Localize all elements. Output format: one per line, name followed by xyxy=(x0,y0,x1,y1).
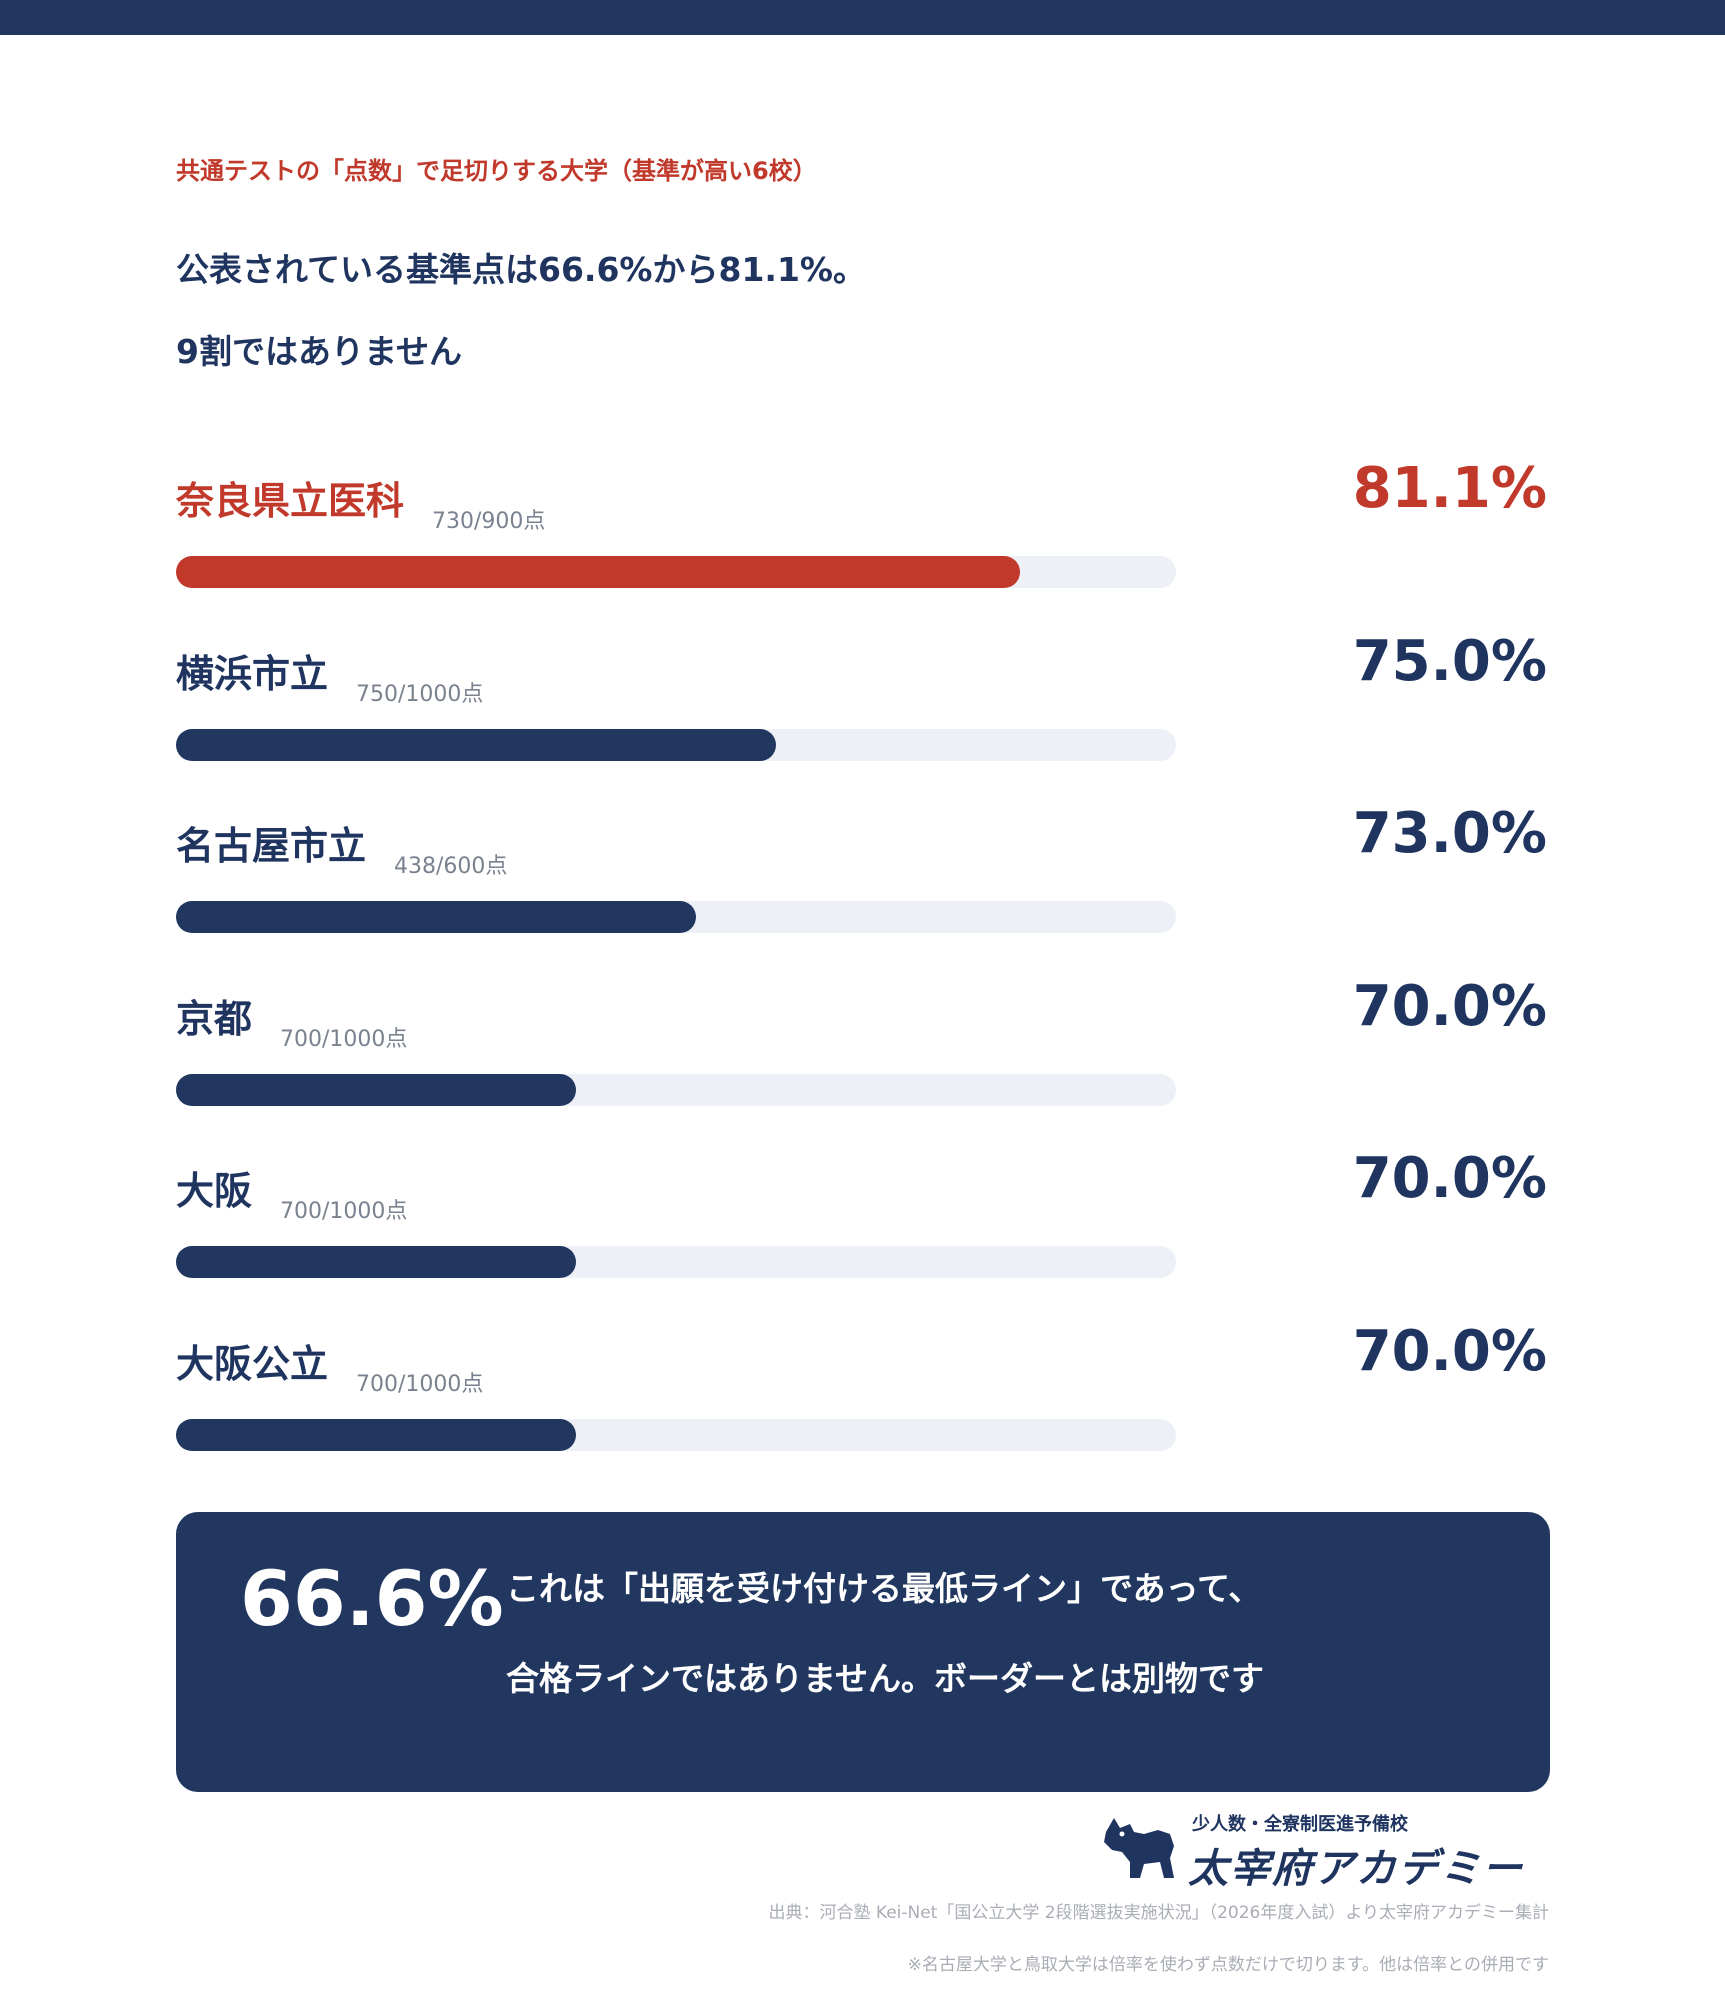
top-accent-bar xyxy=(0,0,1725,35)
chart-row: 横浜市立 750/1000点 75.0% xyxy=(0,629,1725,815)
bar-track xyxy=(176,1073,1176,1106)
score-label: 700/1000点 xyxy=(280,1026,408,1052)
source-note: 出典：河合塾 Kei-Net「国公立大学 2段階選抜実施状況」（2026年度入試… xyxy=(768,1903,1549,1923)
university-label: 横浜市立 750/1000点 xyxy=(176,643,483,707)
score-label: 730/900点 xyxy=(432,509,546,534)
brand-name: 太宰府アカデミー xyxy=(1188,1845,1524,1892)
callout-line-1: これは「出願を受け付ける最低ライン」であって、 xyxy=(506,1569,1262,1608)
footnote: ※名古屋大学と鳥取大学は倍率を使わず点数だけで切ります。他は倍率との併用です xyxy=(907,1955,1549,1975)
dog-logo-icon xyxy=(1104,1818,1174,1878)
university-label: 大阪公立 700/1000点 xyxy=(176,1333,483,1397)
callout-value: 66.6% xyxy=(240,1554,504,1643)
category-label: 奈良県立医科 xyxy=(176,479,405,523)
category-label: 大阪公立 xyxy=(176,1341,329,1386)
category-label: 大阪 xyxy=(176,1169,253,1213)
university-label: 奈良県立医科 730/900点 xyxy=(176,470,545,534)
score-label: 700/1000点 xyxy=(356,1371,484,1397)
chart-row: 名古屋市立 438/600点 73.0% xyxy=(0,801,1725,987)
value-label: 70.0% xyxy=(1352,1318,1547,1384)
bar-track xyxy=(176,728,1176,761)
bar-track xyxy=(176,1246,1176,1278)
chart-row: 大阪 700/1000点 70.0% xyxy=(0,1146,1725,1332)
bar xyxy=(176,1246,576,1278)
bar-track xyxy=(176,901,1176,933)
bar xyxy=(176,556,1020,588)
chart-row: 大阪公立 700/1000点 70.0% xyxy=(0,1319,1725,1505)
bar xyxy=(176,1418,576,1451)
lead-line-1: 公表されている基準点は66.6%から81.1%。 xyxy=(176,250,866,289)
category-label: 京都 xyxy=(176,996,253,1041)
score-label: 750/1000点 xyxy=(356,681,484,707)
brand-tagline: 少人数・全寮制医進予備校 xyxy=(1192,1814,1408,1835)
bar xyxy=(176,728,776,761)
callout-box: 66.6% これは「出願を受け付ける最低ライン」であって、 合格ラインではありま… xyxy=(176,1512,1550,1792)
bar xyxy=(176,901,696,933)
score-label: 438/600点 xyxy=(394,854,508,879)
bar-track xyxy=(176,1418,1176,1451)
chart-kicker: 共通テストの「点数」で足切りする大学（基準が高い6校） xyxy=(176,157,817,185)
chart-row: 奈良県立医科 730/900点 81.1% xyxy=(0,456,1725,642)
value-label: 70.0% xyxy=(1352,1146,1547,1211)
value-label: 75.0% xyxy=(1352,628,1547,694)
bar-track xyxy=(176,556,1176,588)
value-label: 70.0% xyxy=(1352,973,1547,1039)
bar-chart: 奈良県立医科 730/900点 81.1% 横浜市立 750/1000点 75.0% 名古屋… xyxy=(0,456,1725,1451)
callout-line-2: 合格ラインではありません。ボーダーとは別物です xyxy=(506,1659,1265,1698)
bar xyxy=(176,1073,576,1106)
value-label: 73.0% xyxy=(1352,801,1547,866)
university-label: 名古屋市立 438/600点 xyxy=(176,815,507,879)
value-label: 81.1% xyxy=(1352,456,1547,521)
score-label: 700/1000点 xyxy=(280,1199,408,1224)
university-label: 京都 700/1000点 xyxy=(176,988,407,1052)
brand-logo: 少人数・全寮制医進予備校 太宰府アカデミー xyxy=(1100,1808,1552,1892)
chart-row: 京都 700/1000点 70.0% xyxy=(0,974,1725,1160)
category-label: 名古屋市立 xyxy=(176,824,367,868)
lead-line-2: 9割ではありません xyxy=(176,332,462,371)
category-label: 横浜市立 xyxy=(176,651,329,696)
university-label: 大阪 700/1000点 xyxy=(176,1160,407,1224)
